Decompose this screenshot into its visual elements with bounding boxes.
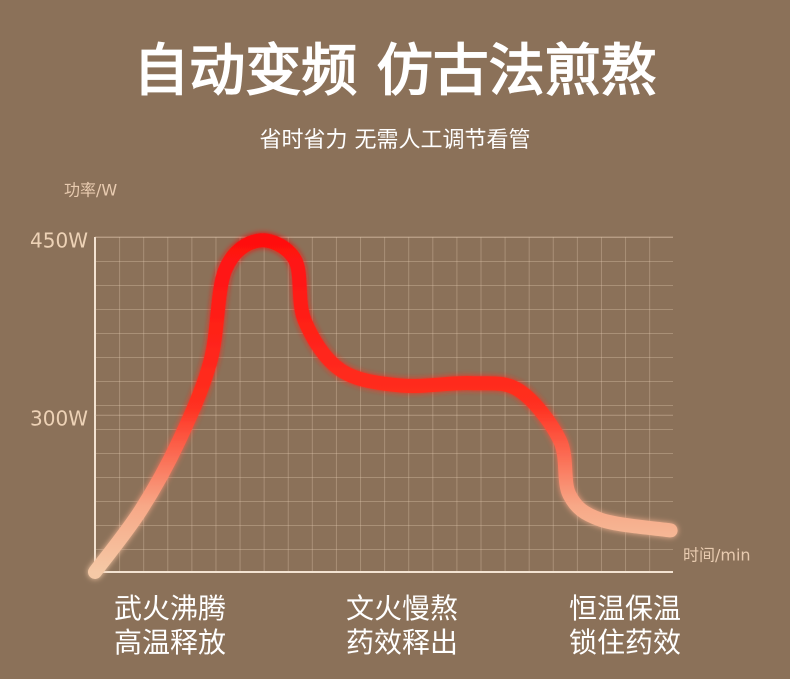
phase-label: 高温释放 xyxy=(114,626,226,659)
phase-label: 文火慢熬 xyxy=(346,592,458,625)
y-tick-label: 450W xyxy=(30,229,88,253)
power-curve xyxy=(88,233,678,579)
phase-label: 武火沸腾 xyxy=(114,592,226,625)
y-tick-label: 300W xyxy=(30,407,88,431)
chart-title: 自动变频 仿古法煎熬 xyxy=(133,39,657,104)
phase-label: 恒温保温 xyxy=(569,592,681,625)
phase-label: 锁住药效 xyxy=(569,626,681,659)
chart-subtitle: 省时省力 无需人工调节看管 xyxy=(260,128,531,153)
phase-label: 药效释出 xyxy=(346,626,458,659)
x-axis-label: 时间/min xyxy=(683,546,751,565)
y-axis-label: 功率/W xyxy=(64,181,117,200)
